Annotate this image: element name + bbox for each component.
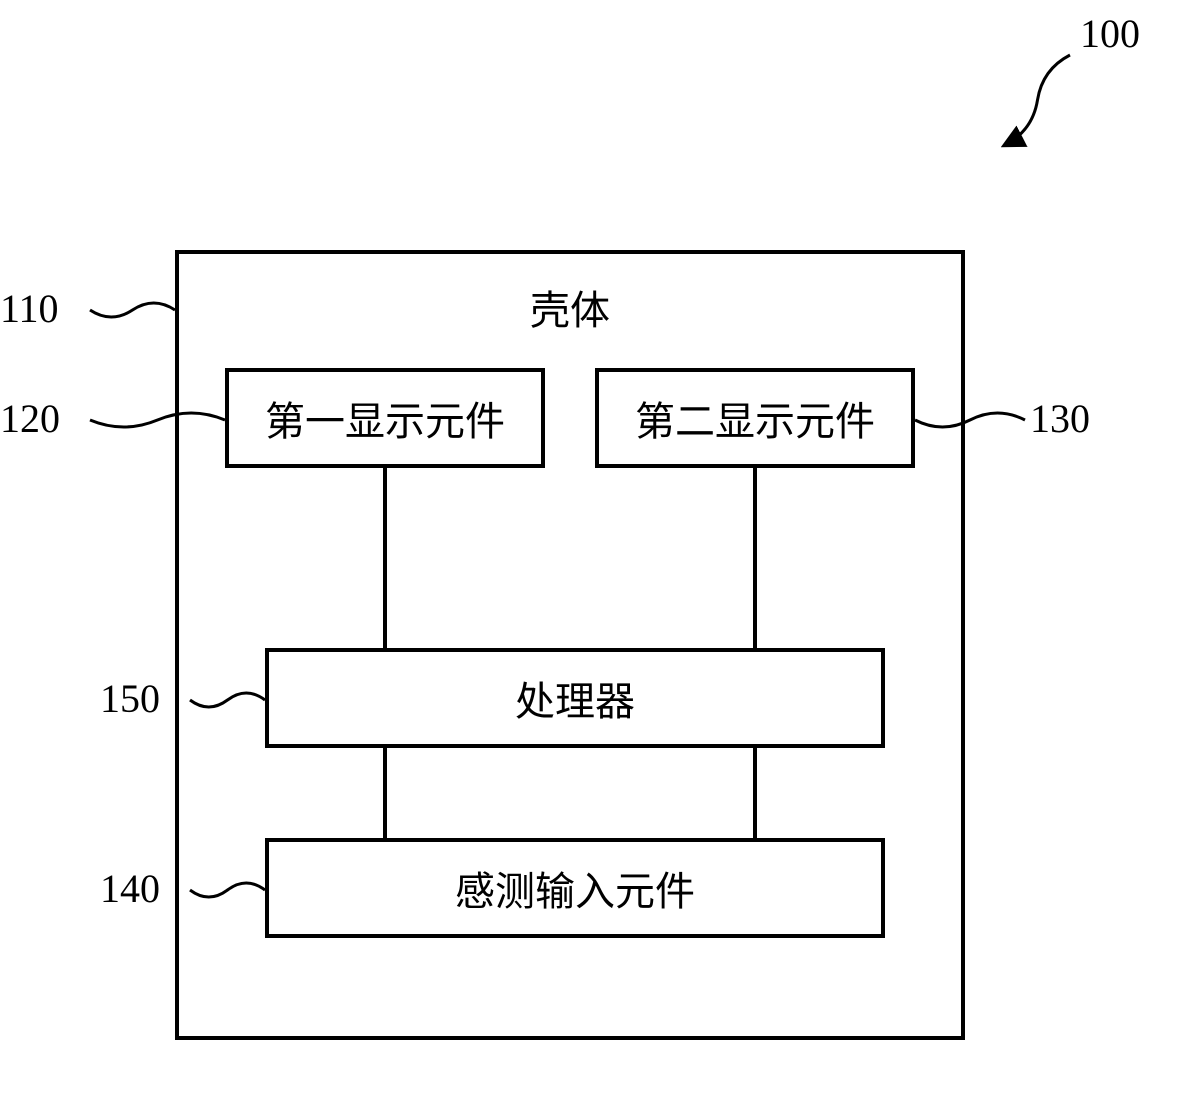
diagram-canvas: 壳体 第一显示元件 第二显示元件 处理器 感测输入元件 100 110 120 … (0, 0, 1185, 1096)
leader-lines (0, 0, 1185, 1096)
